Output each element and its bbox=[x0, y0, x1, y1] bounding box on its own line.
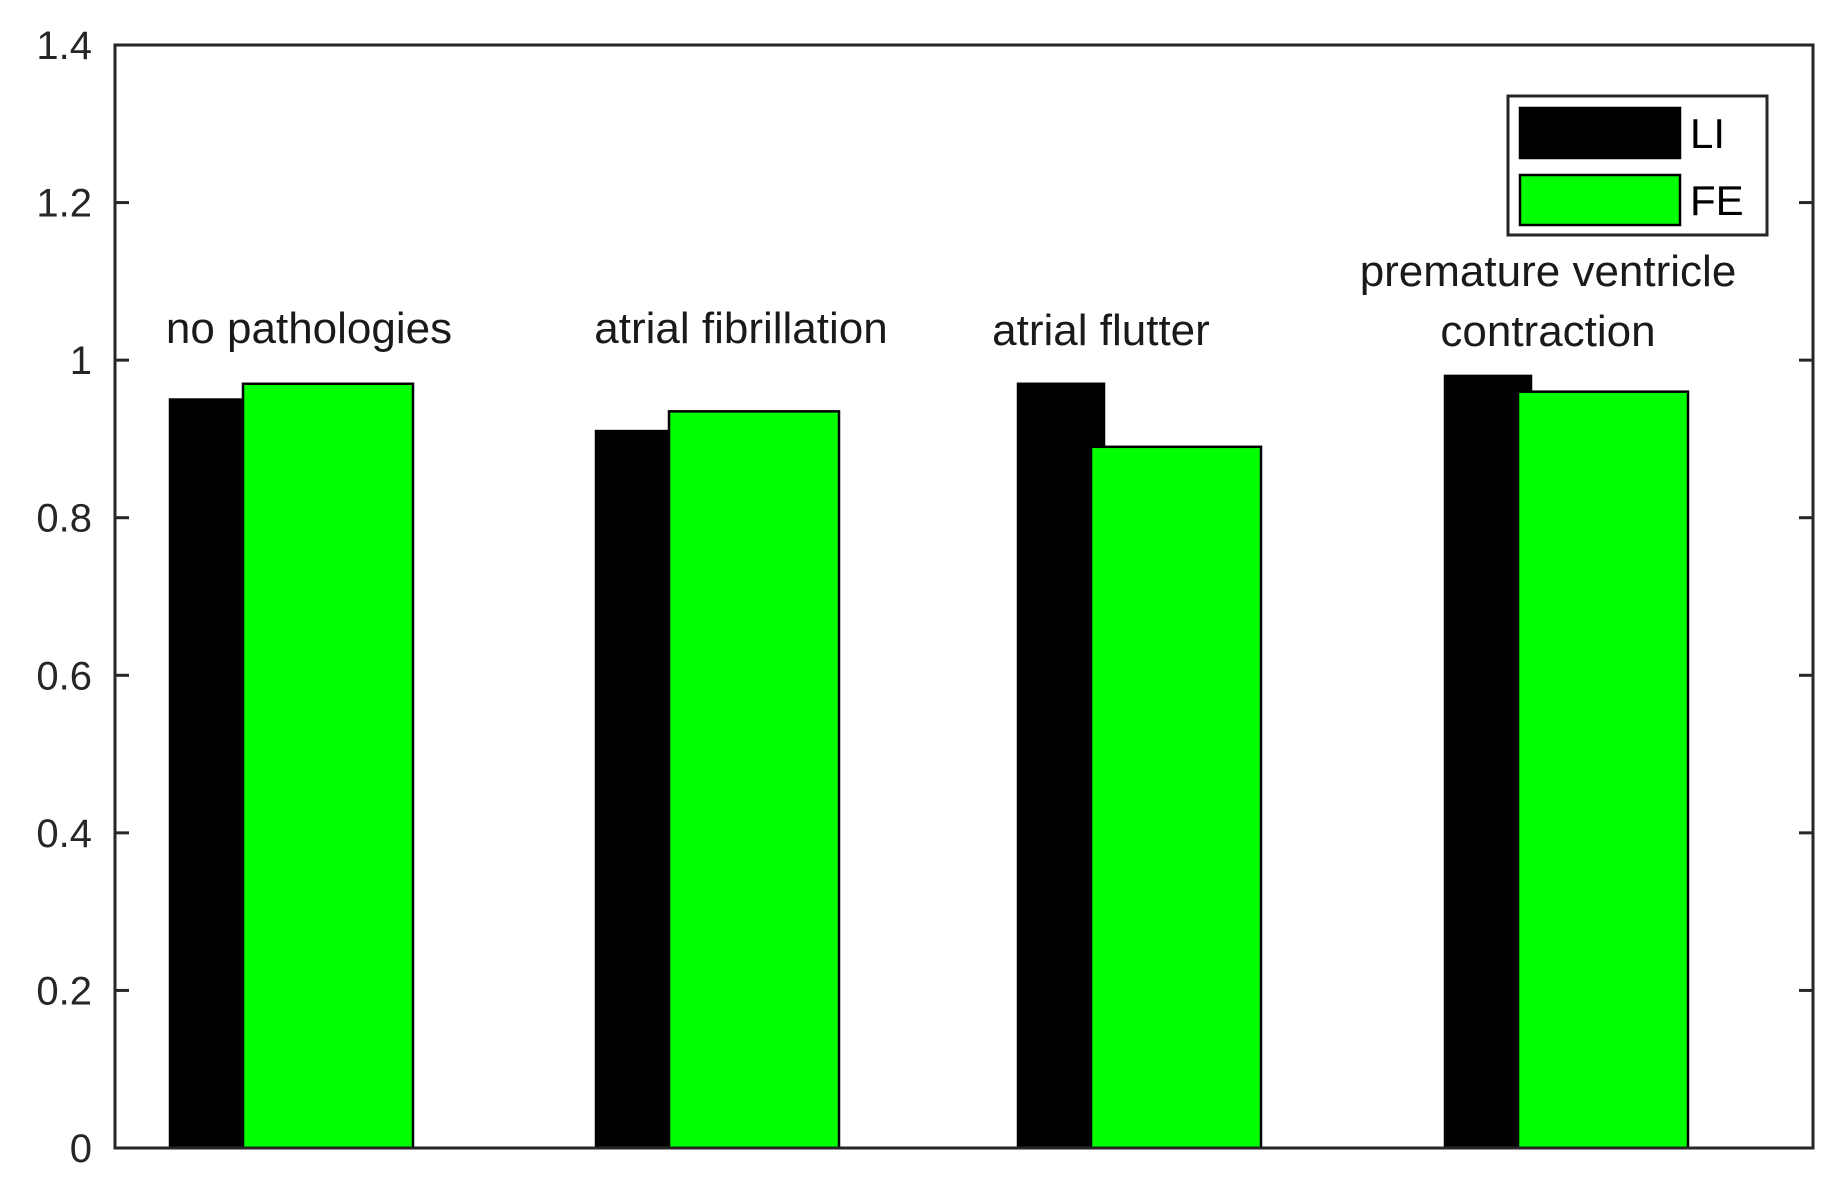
bar-li-0 bbox=[168, 398, 258, 1150]
category-label-3-line-0: premature ventricle bbox=[1360, 247, 1737, 296]
axes-layer bbox=[113, 43, 1815, 1150]
bar-fe-0 bbox=[241, 382, 415, 1150]
category-label-3-line-1: contraction bbox=[1440, 307, 1655, 356]
bars-layer bbox=[168, 374, 1690, 1150]
y-tick-label-0: 0 bbox=[70, 1127, 92, 1171]
category-label-2-line-0: atrial flutter bbox=[992, 306, 1210, 355]
bar-li-1 bbox=[594, 429, 684, 1150]
bar-li-2 bbox=[1016, 382, 1106, 1150]
category-labels-layer: no pathologies atrial fibrillation atrial … bbox=[166, 247, 1736, 356]
y-tick-label-6: 1.2 bbox=[36, 182, 92, 226]
bar-fe-1 bbox=[667, 410, 841, 1150]
y-tick-label-5: 1 bbox=[70, 339, 92, 383]
plot-frame bbox=[113, 43, 1815, 1150]
y-tick-label-7: 1.4 bbox=[36, 24, 92, 68]
y-tick-label-2: 0.4 bbox=[36, 812, 92, 856]
bar-fe-3 bbox=[1516, 390, 1690, 1150]
category-label-1-line-0: atrial fibrillation bbox=[594, 304, 887, 353]
legend-label-fe: FE bbox=[1690, 177, 1744, 224]
y-ticks-layer: 0 0.2 0.4 0.6 0.8 1 1.2 1.4 bbox=[36, 24, 1813, 1171]
category-label-0-line-0: no pathologies bbox=[166, 304, 452, 353]
legend-swatch-li bbox=[1518, 106, 1682, 160]
legend-label-li: LI bbox=[1690, 110, 1725, 157]
y-tick-label-4: 0.8 bbox=[36, 497, 92, 541]
legend: LI FE bbox=[1506, 94, 1769, 237]
y-tick-label-1: 0.2 bbox=[36, 969, 92, 1013]
legend-swatch-fe bbox=[1518, 173, 1682, 227]
y-tick-label-3: 0.6 bbox=[36, 654, 92, 698]
bar-fe-2 bbox=[1089, 445, 1263, 1150]
